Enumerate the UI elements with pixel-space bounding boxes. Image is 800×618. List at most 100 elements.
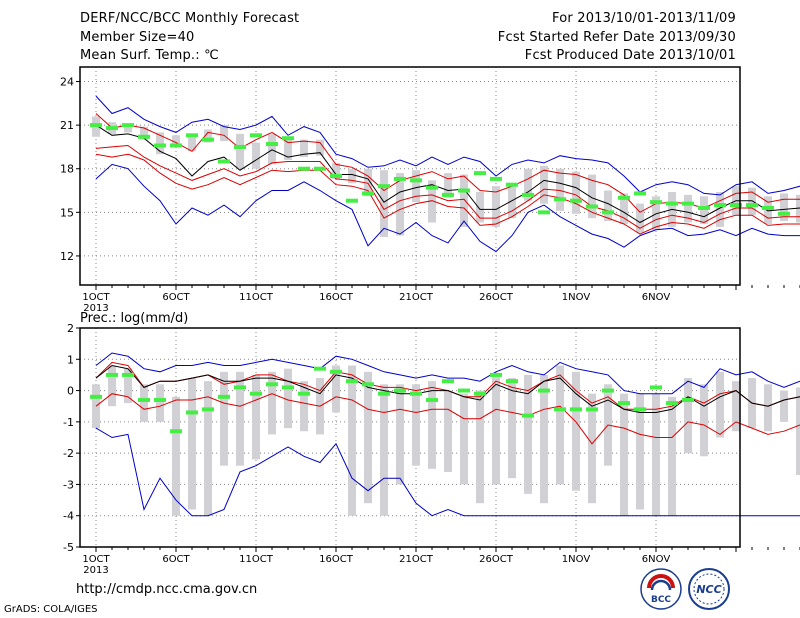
p1-spread-bar (396, 173, 404, 236)
p1-spread-bar (284, 136, 292, 161)
p2-spread-bar (332, 365, 340, 413)
p2-spread-bar (412, 384, 420, 466)
p2-spread-bar (172, 396, 180, 516)
p1-median-marker (426, 185, 438, 190)
p2-median-marker (394, 388, 406, 393)
p2-spread-bar (188, 378, 196, 510)
p1-median-marker (650, 200, 662, 205)
p1-spread-bar (220, 125, 228, 142)
p2-spread-bar (268, 371, 276, 435)
p2-spread-bar (716, 371, 724, 438)
p1-median-marker (218, 159, 230, 164)
p1-median-marker (378, 184, 390, 189)
p1-spread-bar (236, 133, 244, 169)
p1-median-marker (122, 123, 134, 128)
p1-median-marker (714, 203, 726, 208)
p1-series-max-line (95, 95, 800, 196)
p2-xtick-label: 21OCT (399, 554, 434, 565)
p1-median-marker (90, 123, 102, 128)
p2-spread-bar (508, 378, 516, 479)
figure-title: DERF/NCC/BCC Monthly Forecast (80, 11, 300, 26)
p1-year-label: 2013 (83, 303, 108, 314)
p1-spread-bar (684, 194, 692, 223)
p2-xtick-label: 11OCT (239, 554, 274, 565)
p2-median-marker (186, 410, 198, 415)
p1-median-marker (186, 133, 198, 138)
p2-plot-frame (79, 327, 741, 548)
p2-spread-bar (204, 381, 212, 516)
p2-median-marker (122, 372, 134, 377)
p2-series-lower-line (95, 393, 800, 445)
p2-spread-bar (140, 384, 148, 422)
p2-median-marker (362, 382, 374, 387)
ncc-logo: NCC (688, 568, 730, 610)
p1-ytick-label: 12 (60, 250, 74, 263)
p2-median-marker (490, 372, 502, 377)
p2-median-marker (250, 391, 262, 396)
p2-spread-bar (92, 384, 100, 429)
p2-median-marker (634, 407, 646, 412)
p1-spread-bar (172, 135, 180, 147)
p2-median-marker (570, 407, 582, 412)
p2-median-marker (298, 391, 310, 396)
p2-ytick-label: -1 (63, 416, 74, 429)
p2-spread-bar (444, 390, 452, 472)
p2-spread-bar (300, 381, 308, 432)
p1-median-marker (346, 198, 358, 203)
p1-spread-bar (796, 194, 800, 223)
p1-spread-bar (124, 123, 132, 133)
member-size: Member Size=40 (80, 30, 195, 45)
p2-median-marker (458, 388, 470, 393)
p1-xtick-label: 6NOV (642, 292, 671, 303)
p1-median-marker (234, 144, 246, 149)
p1-median-marker (170, 143, 182, 148)
p2-median-marker (314, 366, 326, 371)
p1-spread-bar (332, 162, 340, 179)
p1-spread-bar (316, 139, 324, 156)
p1-median-marker (762, 205, 774, 210)
p2-median-marker (282, 385, 294, 390)
p1-spread-bar (300, 139, 308, 158)
p1-xtick-label: 21OCT (399, 292, 434, 303)
p2-spread-bar (460, 393, 468, 485)
p2-median-marker (522, 413, 534, 418)
p1-spread-bar (348, 168, 356, 184)
p1-spread-bar (556, 168, 564, 211)
p2-ytick-label: 0 (67, 385, 74, 398)
p1-median-marker (682, 201, 694, 206)
p1-spread-bar (268, 133, 276, 165)
p2-xtick-label: 1NOV (562, 554, 591, 565)
started-date: Fcst Started Refer Date 2013/09/30 (497, 30, 736, 45)
source-url[interactable]: http://cmdp.ncc.cma.gov.cn (76, 582, 258, 597)
p2-median-marker (138, 397, 150, 402)
p2-median-marker (602, 388, 614, 393)
p1-spread-bar (188, 136, 196, 152)
p2-median-marker (506, 379, 518, 384)
p1-median-marker (602, 210, 614, 215)
p1-median-marker (298, 166, 310, 171)
p1-series-lower2-line (95, 153, 800, 235)
p1-spread-bar (380, 170, 388, 238)
p1-median-marker (730, 203, 742, 208)
p2-median-marker (266, 382, 278, 387)
precip-subtitle: Prec.: log(mm/d) (80, 311, 189, 326)
p1-median-marker (586, 204, 598, 209)
p1-xtick-label: 6OCT (162, 292, 190, 303)
p1-spread-bar (412, 170, 420, 203)
p1-ytick-label: 21 (60, 119, 74, 132)
p1-median-marker (618, 195, 630, 200)
p1-spread-bar (620, 193, 628, 224)
p1-series-lower-line (95, 144, 800, 229)
p1-plot-frame (79, 66, 741, 286)
p1-spread-bar (652, 196, 660, 230)
p2-median-marker (378, 391, 390, 396)
p2-spread-bar (636, 393, 644, 510)
p1-median-marker (570, 198, 582, 203)
p1-median-marker (698, 205, 710, 210)
p2-series-max-line (95, 352, 800, 395)
p1-median-marker (442, 192, 454, 197)
p2-spread-bar (236, 371, 244, 466)
p1-spread-bar (524, 168, 532, 201)
p1-median-marker (138, 134, 150, 139)
p2-spread-bar (588, 393, 596, 504)
